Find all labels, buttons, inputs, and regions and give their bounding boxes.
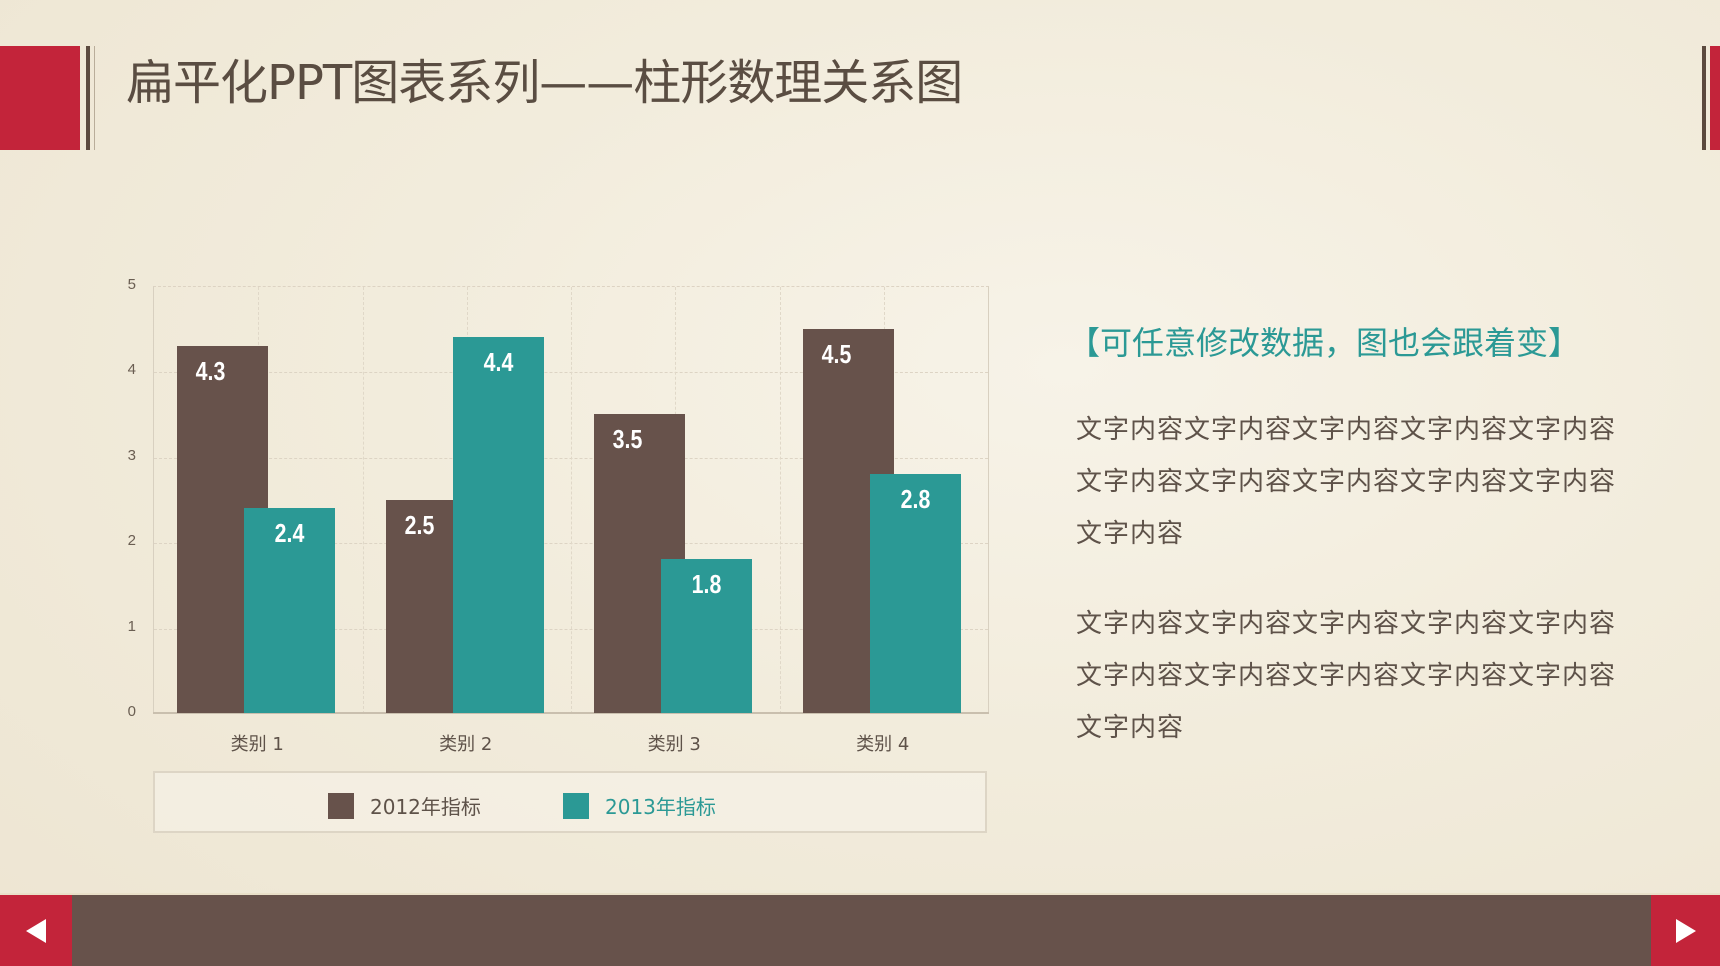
y-tick-label: 2	[127, 532, 136, 550]
bar-value-label: 4.4	[483, 347, 513, 378]
bar-value-label: 3.5	[612, 424, 643, 455]
y-tick-label: 3	[127, 446, 136, 464]
triangle-right-icon	[1675, 918, 1696, 943]
bar-value-label: 2.8	[900, 483, 930, 514]
gridline-vertical	[571, 287, 572, 714]
legend-item-2013: 2013年指标	[563, 791, 716, 820]
bar-2013-category-4: 2.8	[869, 473, 961, 713]
y-tick-label: 5	[127, 276, 136, 293]
x-tick-label: 类别 1	[230, 734, 284, 755]
body-paragraph-1: 文字内容文字内容文字内容文字内容文字内容文字内容文字内容文字内容文字内容文字内容…	[1076, 415, 1617, 549]
x-tick-label: 类别 4	[856, 734, 910, 755]
bar-2013-category-2: 4.4	[452, 337, 544, 713]
slide-title: 扁平化PPT图表系列——柱形数理关系图	[126, 55, 963, 111]
legend-label-2012: 2012年指标	[370, 795, 481, 819]
header-divider-right	[1702, 46, 1706, 150]
bar-2013-category-3: 1.8	[661, 559, 752, 713]
y-tick-label: 1	[127, 617, 136, 635]
legend-item-2012: 2012年指标	[328, 791, 481, 820]
header-accent-bar-right	[1710, 46, 1720, 150]
x-tick-label: 类别 2	[439, 734, 493, 755]
bar-2013-category-1: 2.4	[244, 508, 335, 713]
header-accent-bar-left	[0, 46, 80, 150]
next-slide-button[interactable]	[1651, 895, 1720, 966]
triangle-left-icon	[26, 918, 46, 943]
bar-value-label: 4.3	[195, 355, 226, 386]
y-tick-label: 0	[127, 703, 136, 720]
header-divider-left-thin	[94, 46, 95, 150]
bar-value-label: 2.4	[274, 518, 305, 549]
x-tick-label: 类别 3	[647, 734, 701, 755]
footer-bar	[0, 895, 1720, 966]
bar-value-label: 4.5	[821, 338, 851, 369]
gridline-vertical	[779, 287, 781, 714]
chart-subtitle: 【可任意修改数据，图也会跟着变】	[1068, 324, 1581, 362]
x-axis-line	[153, 712, 989, 714]
chart-legend: 2012年指标 2013年指标	[153, 771, 987, 833]
y-tick-label: 4	[127, 361, 136, 379]
bar-value-label: 2.5	[404, 509, 434, 540]
header-divider-left	[86, 46, 90, 150]
gridline-vertical	[362, 287, 364, 714]
body-paragraph-2: 文字内容文字内容文字内容文字内容文字内容文字内容文字内容文字内容文字内容文字内容…	[1076, 609, 1617, 743]
bar-value-label: 1.8	[691, 569, 722, 600]
legend-label-2013: 2013年指标	[605, 795, 716, 819]
legend-swatch-2013	[563, 792, 589, 819]
previous-slide-button[interactable]	[0, 895, 72, 966]
footer-highlight	[0, 893, 1720, 895]
legend-swatch-2012	[328, 792, 354, 819]
